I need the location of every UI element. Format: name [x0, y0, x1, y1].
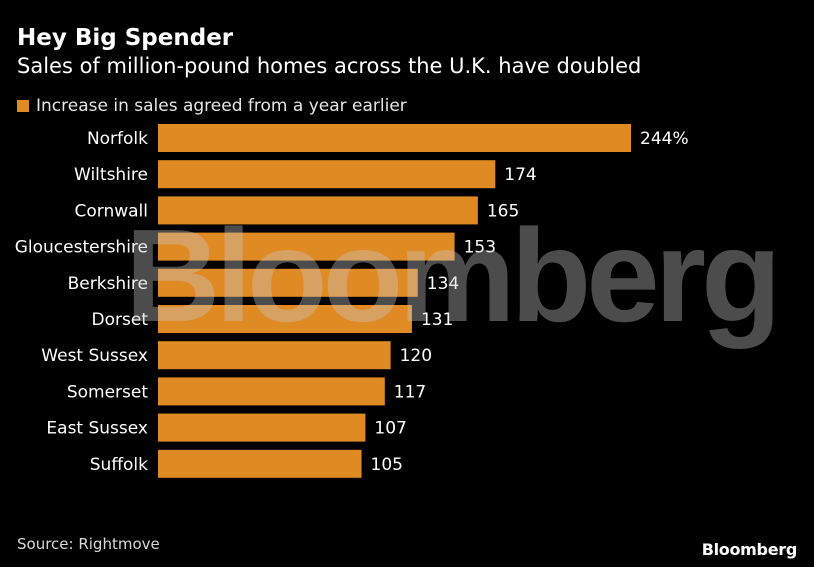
value-label: 120 [400, 346, 432, 366]
category-label: Cornwall [74, 201, 148, 221]
category-label: Berkshire [68, 274, 148, 294]
value-label: 117 [394, 382, 426, 402]
value-label: 107 [374, 419, 406, 439]
bar-berkshire [158, 268, 418, 297]
bar-norfolk [158, 124, 631, 152]
bloomberg-logo: Bloomberg [701, 540, 798, 559]
bar-wiltshire [158, 160, 496, 189]
legend-swatch [17, 100, 29, 112]
category-label: Gloucestershire [15, 238, 148, 258]
bar-gloucestershire [158, 232, 455, 261]
bar-east-sussex [158, 413, 366, 442]
source-note: Source: Rightmove [17, 535, 160, 553]
chart-title: Hey Big Spender [17, 25, 234, 51]
bar-somerset [158, 377, 385, 406]
category-label: Dorset [92, 310, 149, 330]
category-label: West Sussex [41, 346, 148, 366]
bar-suffolk [158, 449, 362, 478]
bar-dorset [158, 305, 412, 333]
category-label: East Sussex [46, 419, 148, 439]
value-label: 153 [464, 238, 496, 258]
category-label: Wiltshire [74, 165, 148, 185]
value-label: 244% [640, 129, 689, 149]
bar-west-sussex [158, 341, 391, 370]
value-label: 105 [371, 455, 403, 475]
value-label: 165 [487, 201, 519, 221]
category-label: Somerset [67, 382, 149, 402]
value-label: 131 [421, 310, 453, 330]
value-label: 134 [427, 274, 459, 294]
value-label: 174 [504, 165, 536, 185]
category-label: Suffolk [90, 455, 148, 475]
chart-subtitle: Sales of million-pound homes across the … [17, 54, 642, 78]
category-label: Norfolk [87, 129, 148, 149]
legend-label: Increase in sales agreed from a year ear… [36, 96, 407, 116]
bar-cornwall [158, 196, 478, 225]
legend: Increase in sales agreed from a year ear… [17, 96, 407, 116]
